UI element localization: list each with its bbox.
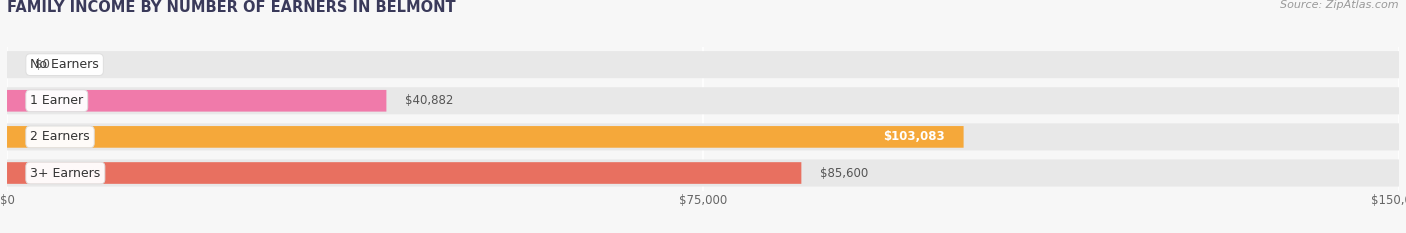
Text: FAMILY INCOME BY NUMBER OF EARNERS IN BELMONT: FAMILY INCOME BY NUMBER OF EARNERS IN BE… — [7, 0, 456, 15]
Text: $103,083: $103,083 — [883, 130, 945, 143]
Text: 2 Earners: 2 Earners — [31, 130, 90, 143]
Text: Source: ZipAtlas.com: Source: ZipAtlas.com — [1281, 0, 1399, 10]
Text: No Earners: No Earners — [31, 58, 98, 71]
FancyBboxPatch shape — [7, 123, 1399, 151]
Text: $85,600: $85,600 — [820, 167, 868, 179]
Text: $40,882: $40,882 — [405, 94, 453, 107]
Text: $0: $0 — [35, 58, 49, 71]
FancyBboxPatch shape — [7, 51, 1399, 78]
FancyBboxPatch shape — [7, 87, 1399, 114]
FancyBboxPatch shape — [7, 162, 801, 184]
FancyBboxPatch shape — [7, 159, 1399, 187]
Text: 3+ Earners: 3+ Earners — [31, 167, 100, 179]
FancyBboxPatch shape — [7, 90, 387, 112]
Text: 1 Earner: 1 Earner — [31, 94, 83, 107]
FancyBboxPatch shape — [7, 126, 963, 148]
